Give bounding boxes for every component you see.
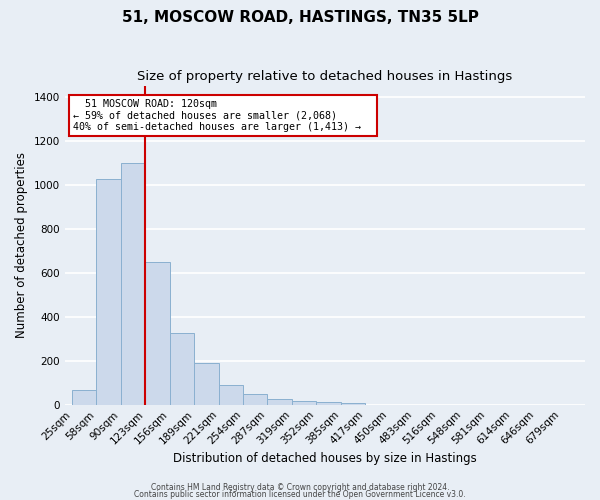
Bar — [243, 394, 268, 404]
Text: Contains public sector information licensed under the Open Government Licence v3: Contains public sector information licen… — [134, 490, 466, 499]
Text: Contains HM Land Registry data © Crown copyright and database right 2024.: Contains HM Land Registry data © Crown c… — [151, 484, 449, 492]
Y-axis label: Number of detached properties: Number of detached properties — [15, 152, 28, 338]
Bar — [194, 363, 218, 405]
Bar — [145, 262, 170, 404]
Bar — [268, 399, 292, 404]
Bar — [97, 179, 121, 404]
Title: Size of property relative to detached houses in Hastings: Size of property relative to detached ho… — [137, 70, 512, 83]
Bar — [72, 390, 97, 404]
Bar — [292, 401, 316, 404]
Bar — [121, 162, 145, 404]
Text: 51, MOSCOW ROAD, HASTINGS, TN35 5LP: 51, MOSCOW ROAD, HASTINGS, TN35 5LP — [122, 10, 478, 25]
X-axis label: Distribution of detached houses by size in Hastings: Distribution of detached houses by size … — [173, 452, 477, 465]
Bar — [341, 402, 365, 404]
Text: 51 MOSCOW ROAD: 120sqm
← 59% of detached houses are smaller (2,068)
40% of semi-: 51 MOSCOW ROAD: 120sqm ← 59% of detached… — [73, 99, 373, 132]
Bar — [170, 333, 194, 404]
Bar — [218, 385, 243, 404]
Bar — [316, 402, 341, 404]
